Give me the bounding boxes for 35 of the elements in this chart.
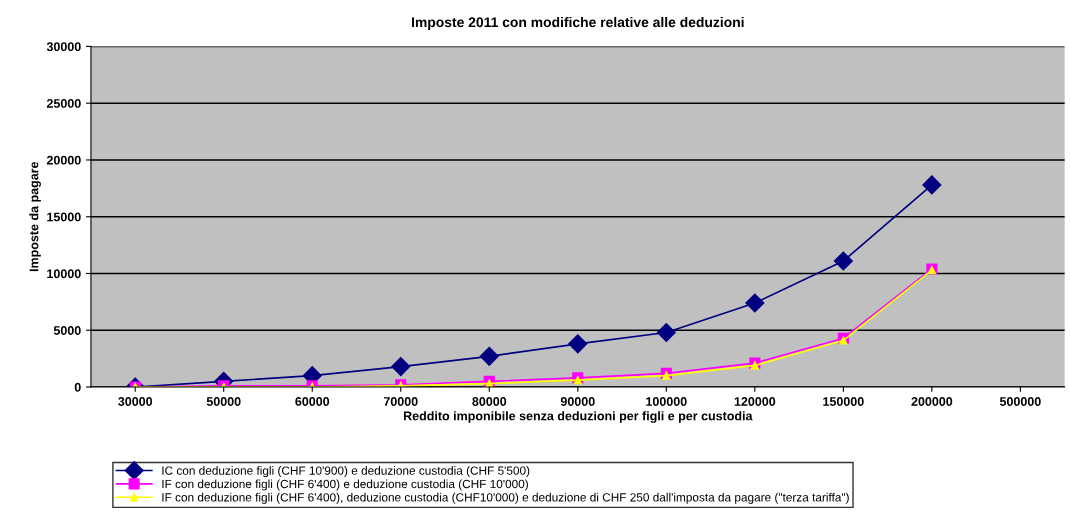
point [662, 371, 671, 380]
x-axis-title: Reddito imponibile senza deduzioni per figli e per custodia [403, 411, 753, 423]
x-tick-label: 500000 [999, 397, 1041, 406]
point [573, 376, 582, 385]
x-tick-label: 30000 [118, 397, 153, 406]
y-tick-label: 10000 [47, 269, 81, 279]
point [568, 334, 588, 354]
x-tick-label: 150000 [823, 397, 864, 406]
y-tick-label: 15000 [47, 212, 81, 222]
point [391, 357, 411, 377]
y-tick-label: 25000 [46, 99, 81, 108]
x-tick-label: 90000 [560, 397, 595, 406]
point [750, 361, 760, 370]
chart-title: Imposte 2011 con modifiche relative alle deduzioni [412, 16, 744, 30]
point [656, 322, 676, 343]
x-tick-label: 60000 [295, 397, 330, 406]
x-tick-label: 80000 [472, 397, 507, 406]
y-tick-label: 30000 [46, 42, 81, 52]
point [479, 346, 499, 366]
legend-label: IF con deduzione figli (CHF 6'400) e deduzione custodia (CHF 10'000) [162, 479, 528, 491]
y-tick-label: 0 [74, 382, 81, 392]
y-axis-title: Imposte da pagare [29, 161, 41, 272]
point [922, 175, 942, 195]
x-tick-label: 70000 [383, 397, 418, 406]
x-tick-label: 200000 [911, 397, 953, 406]
legend-label: IC con deduzione figli (CHF 10'900) e deduzione custodia (CHF 5'500) [162, 466, 530, 478]
legend-label: IF con deduzione figli (CHF 6'400), deduzione custodia (CHF10'000) e deduzione di CHF 250 dall'imposta da pagare ("terza tariffa") [162, 492, 849, 504]
point [833, 251, 853, 271]
x-tick-label: 120000 [734, 397, 776, 406]
point [839, 336, 848, 345]
point [745, 293, 765, 313]
x-tick-label: 50000 [206, 397, 241, 406]
y-tick-label: 5000 [53, 326, 81, 335]
x-tick-label: 100000 [646, 397, 687, 406]
y-tick-label: 20000 [46, 155, 81, 165]
